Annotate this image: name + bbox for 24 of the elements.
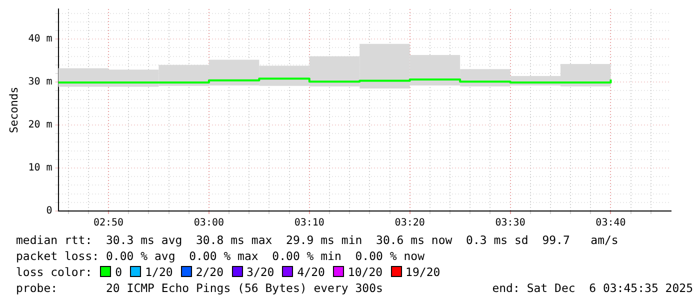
y-axis-title: Seconds	[7, 86, 20, 134]
y-tick-label: 0	[46, 206, 52, 217]
legend-label: 10/20	[348, 265, 383, 279]
legend-label: 3/20	[246, 265, 274, 279]
legend-label: 4/20	[297, 265, 325, 279]
x-tick-label: 03:40	[596, 218, 626, 229]
x-tick-label: 03:00	[194, 218, 224, 229]
y-tick-label: 40 m	[28, 34, 52, 45]
legend-label: 0	[115, 265, 122, 279]
x-tick-label: 03:10	[294, 218, 324, 229]
legend-label: 2/20	[196, 265, 224, 279]
text: end: Sat Dec 6 03:45:35 2025	[492, 280, 693, 296]
x-tick-label: 02:50	[93, 218, 124, 229]
legend-label: 19/20	[406, 265, 440, 279]
legend-title: loss color:	[16, 265, 92, 279]
legend-label: 1/20	[145, 265, 173, 279]
y-tick-label: 20 m	[28, 120, 52, 131]
x-tick-label: 03:20	[394, 218, 425, 229]
y-tick-label: 10 m	[28, 162, 52, 174]
text: probe: 20 ICMP Echo Pings (56 Bytes) every 300s	[16, 281, 383, 295]
y-tick-label: 30 m	[28, 76, 52, 88]
x-tick-label: 03:30	[495, 218, 526, 229]
text: packet loss: 0.00 % avg 0.00 % max 0.00 % min 0.00 % now	[15, 248, 426, 264]
text: median rtt: 30.3 ms avg 30.8 ms max 29.9 ms min 30.6 ms now 0.3 ms sd 99.7 am/s	[15, 232, 620, 248]
